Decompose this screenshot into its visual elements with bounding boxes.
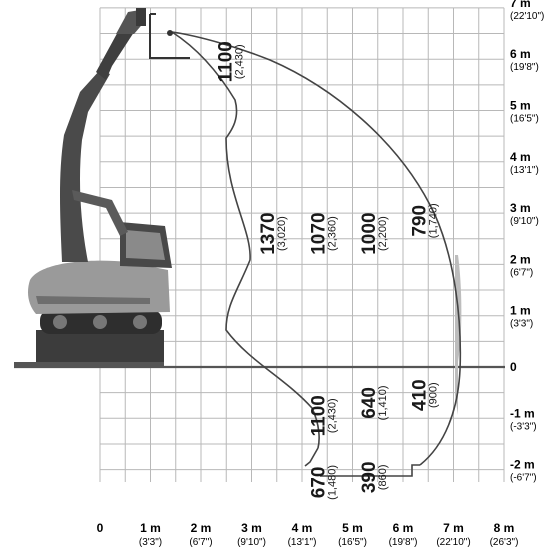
y-tick-label: -2 m(-6'7") [510,458,537,484]
capacity-lb: (3,020) [276,216,288,251]
x-tick-imperial: (3'3") [139,537,162,548]
y-tick-label: 2 m(6'7") [510,252,533,278]
capacity-lb: (2,430) [327,398,339,433]
y-tick-label: 1 m(3'3") [510,304,533,330]
capacity-kg: 1370 [258,212,279,254]
capacity-label: 1100(2,430) [215,41,245,82]
capacity-lb: (1,740) [428,203,440,238]
y-tick-metric: 6 m [510,47,531,61]
x-tick-label: 7 m (22'10") [436,521,470,548]
x-tick-label: 2 m (6'7") [189,521,212,548]
capacity-label: 790(1,740) [410,203,440,238]
capacity-label: 670(1,480) [309,465,339,500]
y-tick-label: 7 m(22'10") [510,0,544,22]
y-tick-label: 0 [510,360,517,374]
x-tick-imperial: (26'3") [490,537,519,548]
capacity-label: 1370(3,020) [258,212,288,254]
capacity-kg: 1100 [309,395,330,436]
y-tick-metric: 2 m [510,252,531,266]
capacity-label: 410(900) [410,379,440,411]
capacity-label: 1000(2,200) [359,212,389,254]
y-tick-metric: 3 m [510,201,531,215]
y-tick-metric: 0 [510,360,517,374]
capacity-label: 640(1,410) [359,385,389,420]
y-tick-imperial: (9'10") [510,216,539,227]
y-axis-labels: 7 m(22'10") 6 m(19'8") 5 m(16'5") 4 m(13'1"… [510,0,544,484]
capacity-label: 390(860) [359,461,389,493]
y-tick-imperial: (-6'7") [510,473,537,484]
x-tick-label: 6 m (19'8") [389,521,418,548]
y-tick-imperial: (13'1") [510,165,539,176]
capacity-kg: 410 [410,379,431,411]
capacity-lb: (1,410) [377,385,389,420]
y-tick-imperial: (22'10") [510,11,544,22]
y-tick-label: 6 m(19'8") [510,47,539,73]
capacity-kg: 1100 [215,41,236,82]
y-tick-metric: 4 m [510,150,531,164]
y-tick-metric: 1 m [510,304,531,318]
capacity-kg: 1070 [309,212,330,254]
x-tick-imperial: (9'10") [237,537,266,548]
y-tick-metric: -2 m [510,458,535,472]
excavator-illustration [14,8,190,366]
x-tick-metric: 2 m [191,521,212,535]
x-tick-imperial: (16'5") [338,537,367,548]
x-tick-label: 4 m (13'1") [288,521,317,548]
y-tick-metric: 5 m [510,99,531,113]
x-tick-label: 0 [97,521,104,535]
capacity-kg: 790 [410,205,431,237]
x-tick-label: 1 m (3'3") [139,521,162,548]
y-tick-label: 3 m(9'10") [510,201,539,227]
x-tick-imperial: (22'10") [436,537,470,548]
x-tick-label: 8 m (26'3") [490,521,519,548]
x-tick-metric: 4 m [292,521,313,535]
capacity-kg: 670 [309,467,330,499]
y-tick-imperial: (16'5") [510,114,539,125]
capacity-lb: (900) [428,382,440,408]
x-tick-label: 3 m (9'10") [237,521,266,548]
y-tick-metric: -1 m [510,406,535,420]
x-tick-metric: 8 m [494,521,515,535]
capacity-kg: 640 [359,387,380,419]
y-tick-label: -1 m(-3'3") [510,406,537,432]
capacity-labels: 1100(2,430)1370(3,020) 1070(2,360) 1000(2,… [215,41,439,500]
capacity-lb: (1,480) [327,465,339,500]
working-range-envelope [167,30,462,477]
capacity-lb: (2,200) [377,216,389,251]
capacity-kg: 1000 [359,212,380,254]
x-tick-metric: 0 [97,521,104,535]
capacity-lb: (2,360) [327,216,339,251]
y-tick-label: 5 m(16'5") [510,99,539,125]
capacity-kg: 390 [359,461,380,493]
y-tick-imperial: (-3'3") [510,421,537,432]
x-tick-imperial: (13'1") [288,537,317,548]
x-axis-labels: 0 1 m (3'3") 2 m (6'7") 3 m (9'10") 4 m (13'1") 5… [97,521,519,548]
y-tick-metric: 7 m [510,0,531,10]
capacity-lb: (2,430) [233,44,245,79]
capacity-label: 1070(2,360) [309,212,339,254]
y-tick-imperial: (19'8") [510,62,539,73]
capacity-lb: (860) [377,464,389,490]
x-tick-imperial: (19'8") [389,537,418,548]
capacity-label: 1100(2,430) [309,395,339,436]
y-tick-imperial: (6'7") [510,267,533,278]
x-tick-metric: 1 m [140,521,161,535]
y-tick-label: 4 m(13'1") [510,150,539,176]
x-tick-metric: 6 m [393,521,414,535]
x-tick-metric: 5 m [342,521,363,535]
x-tick-metric: 7 m [443,521,464,535]
y-tick-imperial: (3'3") [510,319,533,330]
x-tick-metric: 3 m [241,521,262,535]
x-tick-label: 5 m (16'5") [338,521,367,548]
x-tick-imperial: (6'7") [189,537,212,548]
